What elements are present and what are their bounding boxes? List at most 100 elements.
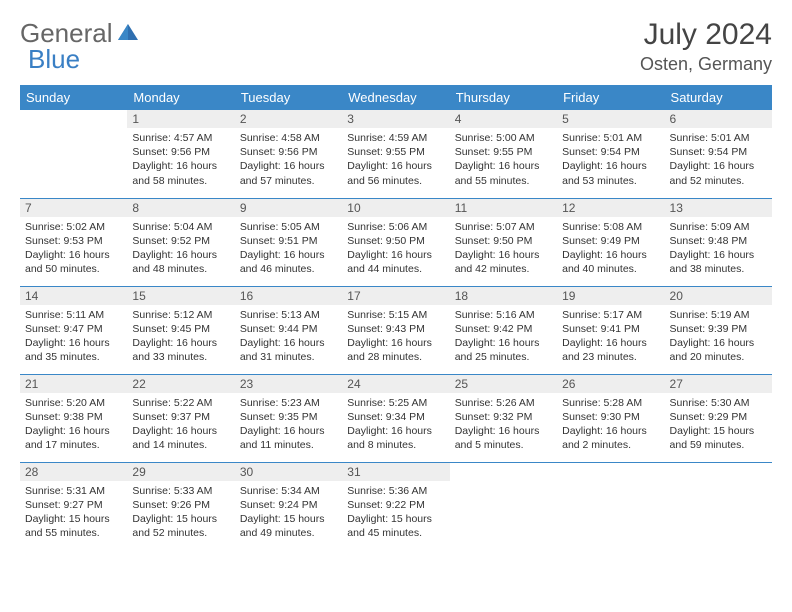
day-content: Sunrise: 4:59 AMSunset: 9:55 PMDaylight:… xyxy=(342,128,449,192)
day-number: 9 xyxy=(235,199,342,217)
calendar-day-cell xyxy=(450,462,557,550)
day-content: Sunrise: 5:13 AMSunset: 9:44 PMDaylight:… xyxy=(235,305,342,369)
day-content: Sunrise: 5:02 AMSunset: 9:53 PMDaylight:… xyxy=(20,217,127,281)
day-number: 19 xyxy=(557,287,664,305)
day-number: 21 xyxy=(20,375,127,393)
calendar-day-cell: 12Sunrise: 5:08 AMSunset: 9:49 PMDayligh… xyxy=(557,198,664,286)
calendar-day-cell: 11Sunrise: 5:07 AMSunset: 9:50 PMDayligh… xyxy=(450,198,557,286)
day-number: 25 xyxy=(450,375,557,393)
day-content: Sunrise: 5:09 AMSunset: 9:48 PMDaylight:… xyxy=(665,217,772,281)
day-number: 3 xyxy=(342,110,449,128)
calendar-day-cell xyxy=(557,462,664,550)
calendar-day-cell: 26Sunrise: 5:28 AMSunset: 9:30 PMDayligh… xyxy=(557,374,664,462)
day-content: Sunrise: 5:33 AMSunset: 9:26 PMDaylight:… xyxy=(127,481,234,545)
calendar-day-cell: 3Sunrise: 4:59 AMSunset: 9:55 PMDaylight… xyxy=(342,110,449,198)
calendar-day-cell: 28Sunrise: 5:31 AMSunset: 9:27 PMDayligh… xyxy=(20,462,127,550)
day-content: Sunrise: 5:30 AMSunset: 9:29 PMDaylight:… xyxy=(665,393,772,457)
day-number: 2 xyxy=(235,110,342,128)
day-content: Sunrise: 4:57 AMSunset: 9:56 PMDaylight:… xyxy=(127,128,234,192)
day-number: 18 xyxy=(450,287,557,305)
page-header: General July 2024 Osten, Germany xyxy=(20,18,772,75)
calendar-week-row: 1Sunrise: 4:57 AMSunset: 9:56 PMDaylight… xyxy=(20,110,772,198)
day-content: Sunrise: 5:34 AMSunset: 9:24 PMDaylight:… xyxy=(235,481,342,545)
day-number: 14 xyxy=(20,287,127,305)
calendar-week-row: 7Sunrise: 5:02 AMSunset: 9:53 PMDaylight… xyxy=(20,198,772,286)
calendar-day-cell: 29Sunrise: 5:33 AMSunset: 9:26 PMDayligh… xyxy=(127,462,234,550)
calendar-day-cell: 2Sunrise: 4:58 AMSunset: 9:56 PMDaylight… xyxy=(235,110,342,198)
day-content: Sunrise: 5:22 AMSunset: 9:37 PMDaylight:… xyxy=(127,393,234,457)
calendar-day-cell: 9Sunrise: 5:05 AMSunset: 9:51 PMDaylight… xyxy=(235,198,342,286)
day-number: 11 xyxy=(450,199,557,217)
calendar-day-cell: 15Sunrise: 5:12 AMSunset: 9:45 PMDayligh… xyxy=(127,286,234,374)
day-number: 23 xyxy=(235,375,342,393)
calendar-day-cell: 6Sunrise: 5:01 AMSunset: 9:54 PMDaylight… xyxy=(665,110,772,198)
weekday-header: Monday xyxy=(127,85,234,110)
calendar-day-cell: 20Sunrise: 5:19 AMSunset: 9:39 PMDayligh… xyxy=(665,286,772,374)
calendar-week-row: 21Sunrise: 5:20 AMSunset: 9:38 PMDayligh… xyxy=(20,374,772,462)
calendar-day-cell: 16Sunrise: 5:13 AMSunset: 9:44 PMDayligh… xyxy=(235,286,342,374)
calendar-day-cell: 1Sunrise: 4:57 AMSunset: 9:56 PMDaylight… xyxy=(127,110,234,198)
brand-text-blue: Blue xyxy=(28,44,80,75)
weekday-header: Sunday xyxy=(20,85,127,110)
title-block: July 2024 Osten, Germany xyxy=(640,18,772,75)
day-number: 27 xyxy=(665,375,772,393)
day-number: 20 xyxy=(665,287,772,305)
day-content: Sunrise: 5:11 AMSunset: 9:47 PMDaylight:… xyxy=(20,305,127,369)
calendar-day-cell: 8Sunrise: 5:04 AMSunset: 9:52 PMDaylight… xyxy=(127,198,234,286)
calendar-day-cell: 10Sunrise: 5:06 AMSunset: 9:50 PMDayligh… xyxy=(342,198,449,286)
day-number: 24 xyxy=(342,375,449,393)
calendar-day-cell xyxy=(20,110,127,198)
calendar-day-cell: 17Sunrise: 5:15 AMSunset: 9:43 PMDayligh… xyxy=(342,286,449,374)
day-number: 28 xyxy=(20,463,127,481)
day-number: 22 xyxy=(127,375,234,393)
weekday-header: Saturday xyxy=(665,85,772,110)
day-content: Sunrise: 5:17 AMSunset: 9:41 PMDaylight:… xyxy=(557,305,664,369)
weekday-header: Tuesday xyxy=(235,85,342,110)
day-content: Sunrise: 5:20 AMSunset: 9:38 PMDaylight:… xyxy=(20,393,127,457)
day-content: Sunrise: 5:28 AMSunset: 9:30 PMDaylight:… xyxy=(557,393,664,457)
day-number: 1 xyxy=(127,110,234,128)
day-content: Sunrise: 5:00 AMSunset: 9:55 PMDaylight:… xyxy=(450,128,557,192)
weekday-header: Thursday xyxy=(450,85,557,110)
day-content: Sunrise: 5:26 AMSunset: 9:32 PMDaylight:… xyxy=(450,393,557,457)
title-location: Osten, Germany xyxy=(640,54,772,75)
day-content: Sunrise: 5:05 AMSunset: 9:51 PMDaylight:… xyxy=(235,217,342,281)
calendar-day-cell: 23Sunrise: 5:23 AMSunset: 9:35 PMDayligh… xyxy=(235,374,342,462)
day-number: 26 xyxy=(557,375,664,393)
calendar-day-cell: 21Sunrise: 5:20 AMSunset: 9:38 PMDayligh… xyxy=(20,374,127,462)
calendar-day-cell: 19Sunrise: 5:17 AMSunset: 9:41 PMDayligh… xyxy=(557,286,664,374)
day-number: 8 xyxy=(127,199,234,217)
day-number: 13 xyxy=(665,199,772,217)
calendar-day-cell: 27Sunrise: 5:30 AMSunset: 9:29 PMDayligh… xyxy=(665,374,772,462)
calendar-day-cell: 13Sunrise: 5:09 AMSunset: 9:48 PMDayligh… xyxy=(665,198,772,286)
weekday-header: Friday xyxy=(557,85,664,110)
calendar-day-cell xyxy=(665,462,772,550)
day-number: 4 xyxy=(450,110,557,128)
day-number: 6 xyxy=(665,110,772,128)
calendar-day-cell: 18Sunrise: 5:16 AMSunset: 9:42 PMDayligh… xyxy=(450,286,557,374)
calendar-table: Sunday Monday Tuesday Wednesday Thursday… xyxy=(20,85,772,550)
day-number: 29 xyxy=(127,463,234,481)
weekday-header: Wednesday xyxy=(342,85,449,110)
day-content: Sunrise: 5:06 AMSunset: 9:50 PMDaylight:… xyxy=(342,217,449,281)
calendar-body: 1Sunrise: 4:57 AMSunset: 9:56 PMDaylight… xyxy=(20,110,772,550)
day-number: 15 xyxy=(127,287,234,305)
day-number: 31 xyxy=(342,463,449,481)
calendar-day-cell: 24Sunrise: 5:25 AMSunset: 9:34 PMDayligh… xyxy=(342,374,449,462)
calendar-day-cell: 5Sunrise: 5:01 AMSunset: 9:54 PMDaylight… xyxy=(557,110,664,198)
calendar-week-row: 28Sunrise: 5:31 AMSunset: 9:27 PMDayligh… xyxy=(20,462,772,550)
day-number: 16 xyxy=(235,287,342,305)
day-number: 7 xyxy=(20,199,127,217)
calendar-day-cell: 4Sunrise: 5:00 AMSunset: 9:55 PMDaylight… xyxy=(450,110,557,198)
day-content: Sunrise: 5:01 AMSunset: 9:54 PMDaylight:… xyxy=(557,128,664,192)
day-content: Sunrise: 5:15 AMSunset: 9:43 PMDaylight:… xyxy=(342,305,449,369)
day-content: Sunrise: 5:04 AMSunset: 9:52 PMDaylight:… xyxy=(127,217,234,281)
calendar-day-cell: 14Sunrise: 5:11 AMSunset: 9:47 PMDayligh… xyxy=(20,286,127,374)
day-content: Sunrise: 5:16 AMSunset: 9:42 PMDaylight:… xyxy=(450,305,557,369)
day-content: Sunrise: 5:01 AMSunset: 9:54 PMDaylight:… xyxy=(665,128,772,192)
day-content: Sunrise: 5:08 AMSunset: 9:49 PMDaylight:… xyxy=(557,217,664,281)
calendar-week-row: 14Sunrise: 5:11 AMSunset: 9:47 PMDayligh… xyxy=(20,286,772,374)
day-content: Sunrise: 5:25 AMSunset: 9:34 PMDaylight:… xyxy=(342,393,449,457)
day-content: Sunrise: 5:36 AMSunset: 9:22 PMDaylight:… xyxy=(342,481,449,545)
day-content: Sunrise: 5:07 AMSunset: 9:50 PMDaylight:… xyxy=(450,217,557,281)
